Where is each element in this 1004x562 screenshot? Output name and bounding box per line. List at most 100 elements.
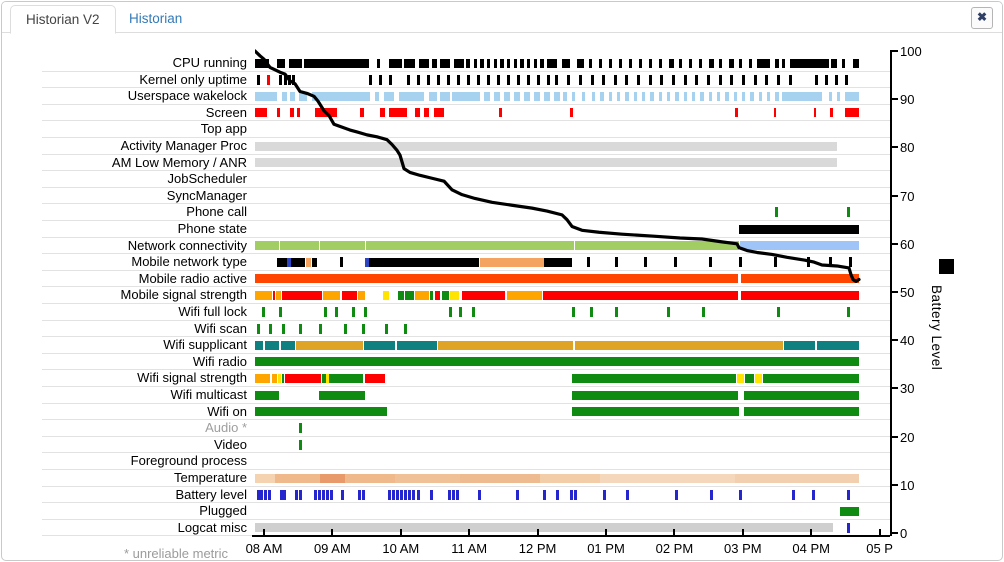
timeline-tick[interactable] xyxy=(829,257,832,268)
timeline-tick[interactable] xyxy=(739,257,742,268)
timeline-segment[interactable] xyxy=(755,373,762,383)
timeline-segment[interactable] xyxy=(742,91,745,101)
timeline-tick[interactable] xyxy=(660,74,663,85)
timeline-tick[interactable] xyxy=(264,489,267,500)
timeline-segment[interactable] xyxy=(749,58,752,68)
timeline-segment[interactable] xyxy=(440,58,450,68)
timeline-segment[interactable] xyxy=(255,373,270,383)
timeline-segment[interactable] xyxy=(744,390,859,400)
timeline-segment[interactable] xyxy=(625,91,629,101)
timeline-segment[interactable] xyxy=(774,108,776,118)
timeline-segment[interactable] xyxy=(830,108,833,118)
timeline-tick[interactable] xyxy=(765,74,768,85)
timeline-tick[interactable] xyxy=(448,489,451,500)
timeline-segment[interactable] xyxy=(345,473,395,483)
timeline-tick[interactable] xyxy=(295,489,298,500)
timeline-tick[interactable] xyxy=(404,323,407,334)
timeline-tick[interactable] xyxy=(404,489,407,500)
timeline-segment[interactable] xyxy=(572,390,738,400)
timeline-segment[interactable] xyxy=(837,91,840,101)
timeline-segment[interactable] xyxy=(609,91,612,101)
timeline-tick[interactable] xyxy=(408,489,411,500)
timeline-segment[interactable] xyxy=(507,290,542,300)
timeline-segment[interactable] xyxy=(329,373,363,383)
timeline-segment[interactable] xyxy=(757,58,770,68)
timeline-tick[interactable] xyxy=(449,307,452,317)
timeline-segment[interactable] xyxy=(547,58,557,68)
timeline-segment[interactable] xyxy=(296,340,363,350)
timeline-tick[interactable] xyxy=(777,74,780,85)
timeline-segment[interactable] xyxy=(527,58,530,68)
timeline-segment[interactable] xyxy=(520,58,524,68)
timeline-segment[interactable] xyxy=(365,373,385,383)
timeline-segment[interactable] xyxy=(639,58,642,68)
timeline-segment[interactable] xyxy=(315,108,337,118)
timeline-segment[interactable] xyxy=(543,290,738,300)
timeline-segment[interactable] xyxy=(829,91,832,101)
timeline-segment[interactable] xyxy=(589,58,592,68)
timeline-tick[interactable] xyxy=(459,307,462,317)
timeline-segment[interactable] xyxy=(312,91,370,101)
timeline-tick[interactable] xyxy=(330,489,333,500)
timeline-tick[interactable] xyxy=(543,489,546,500)
timeline-segment[interactable] xyxy=(782,91,822,101)
timeline-segment[interactable] xyxy=(299,91,307,101)
timeline-tick[interactable] xyxy=(457,74,460,85)
timeline-segment[interactable] xyxy=(700,91,704,101)
timeline-segment[interactable] xyxy=(480,58,484,68)
timeline-segment[interactable] xyxy=(617,91,620,101)
timeline-tick[interactable] xyxy=(314,489,317,500)
timeline-segment[interactable] xyxy=(255,357,859,367)
timeline-tick[interactable] xyxy=(792,489,795,500)
timeline-segment[interactable] xyxy=(282,373,284,383)
timeline-segment[interactable] xyxy=(679,58,682,68)
timeline-tick[interactable] xyxy=(427,74,430,85)
timeline-tick[interactable] xyxy=(472,307,475,317)
timeline-tick[interactable] xyxy=(775,207,778,218)
timeline-tick[interactable] xyxy=(527,74,530,85)
timeline-tick[interactable] xyxy=(702,307,705,317)
timeline-segment[interactable] xyxy=(575,241,739,251)
timeline-segment[interactable] xyxy=(741,290,859,300)
timeline-segment[interactable] xyxy=(462,290,505,300)
timeline-segment[interactable] xyxy=(784,340,815,350)
timeline-segment[interactable] xyxy=(312,257,317,267)
timeline-segment[interactable] xyxy=(507,58,510,68)
timeline-tick[interactable] xyxy=(587,257,590,268)
timeline-tick[interactable] xyxy=(815,74,818,85)
timeline-segment[interactable] xyxy=(709,91,712,101)
timeline-segment[interactable] xyxy=(322,373,326,383)
timeline-tick[interactable] xyxy=(385,323,388,334)
timeline-segment[interactable] xyxy=(460,473,540,483)
timeline-tick[interactable] xyxy=(754,74,757,85)
timeline-tick[interactable] xyxy=(437,74,440,85)
timeline-tick[interactable] xyxy=(625,74,628,85)
timeline-segment[interactable] xyxy=(383,290,389,300)
timeline-segment[interactable] xyxy=(366,241,574,251)
timeline-segment[interactable] xyxy=(759,91,762,101)
tab-historian-v2[interactable]: Historian V2 xyxy=(10,5,116,34)
timeline-tick[interactable] xyxy=(695,74,698,85)
timeline-tick[interactable] xyxy=(299,323,302,334)
timeline-segment[interactable] xyxy=(699,58,702,68)
timeline-segment[interactable] xyxy=(775,58,779,68)
timeline-segment[interactable] xyxy=(282,91,287,101)
timeline-segment[interactable] xyxy=(430,290,433,300)
timeline-segment[interactable] xyxy=(424,108,429,118)
timeline-tick[interactable] xyxy=(257,489,260,500)
timeline-tick[interactable] xyxy=(591,74,594,85)
timeline-segment[interactable] xyxy=(419,58,429,68)
timeline-segment[interactable] xyxy=(442,290,449,300)
timeline-tick[interactable] xyxy=(362,489,365,500)
timeline-segment[interactable] xyxy=(650,91,654,101)
timeline-segment[interactable] xyxy=(831,58,837,68)
timeline-tick[interactable] xyxy=(537,74,540,85)
timeline-tick[interactable] xyxy=(477,74,480,85)
timeline-tick[interactable] xyxy=(447,74,450,85)
timeline-tick[interactable] xyxy=(614,74,617,85)
timeline-tick[interactable] xyxy=(672,74,675,85)
timeline-segment[interactable] xyxy=(454,58,464,68)
timeline-segment[interactable] xyxy=(255,141,837,151)
timeline-segment[interactable] xyxy=(669,58,674,68)
timeline-segment[interactable] xyxy=(775,91,779,101)
